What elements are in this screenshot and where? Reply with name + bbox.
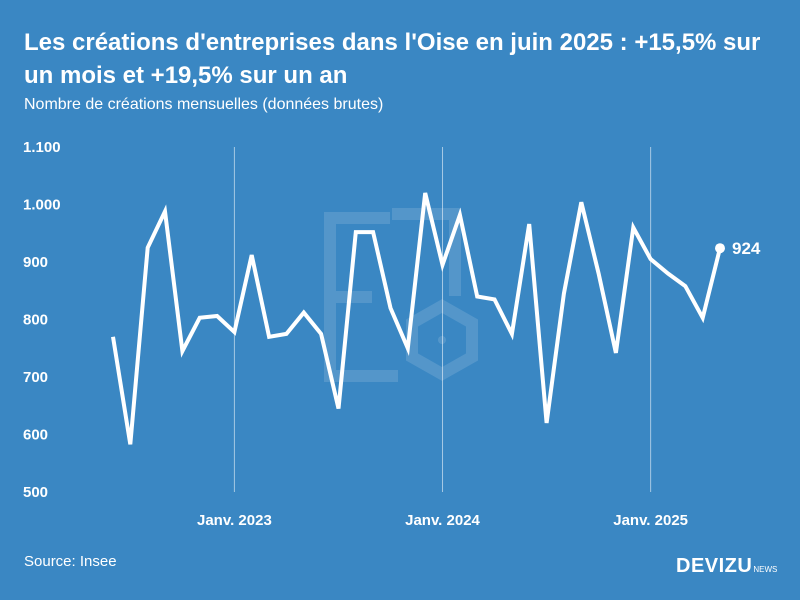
x-tick-label: Janv. 2024 (405, 512, 480, 529)
y-tick-label: 1.100 (23, 139, 61, 156)
x-tick-label: Janv. 2025 (613, 512, 688, 529)
brand-name: DEVIZU (676, 555, 753, 577)
y-tick-label: 1.000 (23, 197, 61, 214)
y-tick-label: 600 (23, 427, 48, 444)
end-point-marker (715, 243, 725, 254)
y-tick-label: 700 (23, 369, 48, 386)
chart-title: Les créations d'entreprises dans l'Oise … (24, 29, 761, 89)
x-tick-label: Janv. 2023 (197, 512, 272, 529)
brand-sub: NEWS (753, 565, 778, 574)
series-line (111, 192, 722, 445)
end-point-label: 924 (732, 239, 761, 258)
y-tick-label: 800 (23, 312, 48, 329)
y-tick-label: 500 (23, 484, 48, 501)
chart-subtitle: Nombre de créations mensuelles (données … (24, 96, 384, 113)
y-tick-label: 900 (23, 254, 48, 271)
source-note: Source: Insee (24, 553, 117, 570)
brand-logo: DEVIZUNEWS (676, 555, 777, 578)
